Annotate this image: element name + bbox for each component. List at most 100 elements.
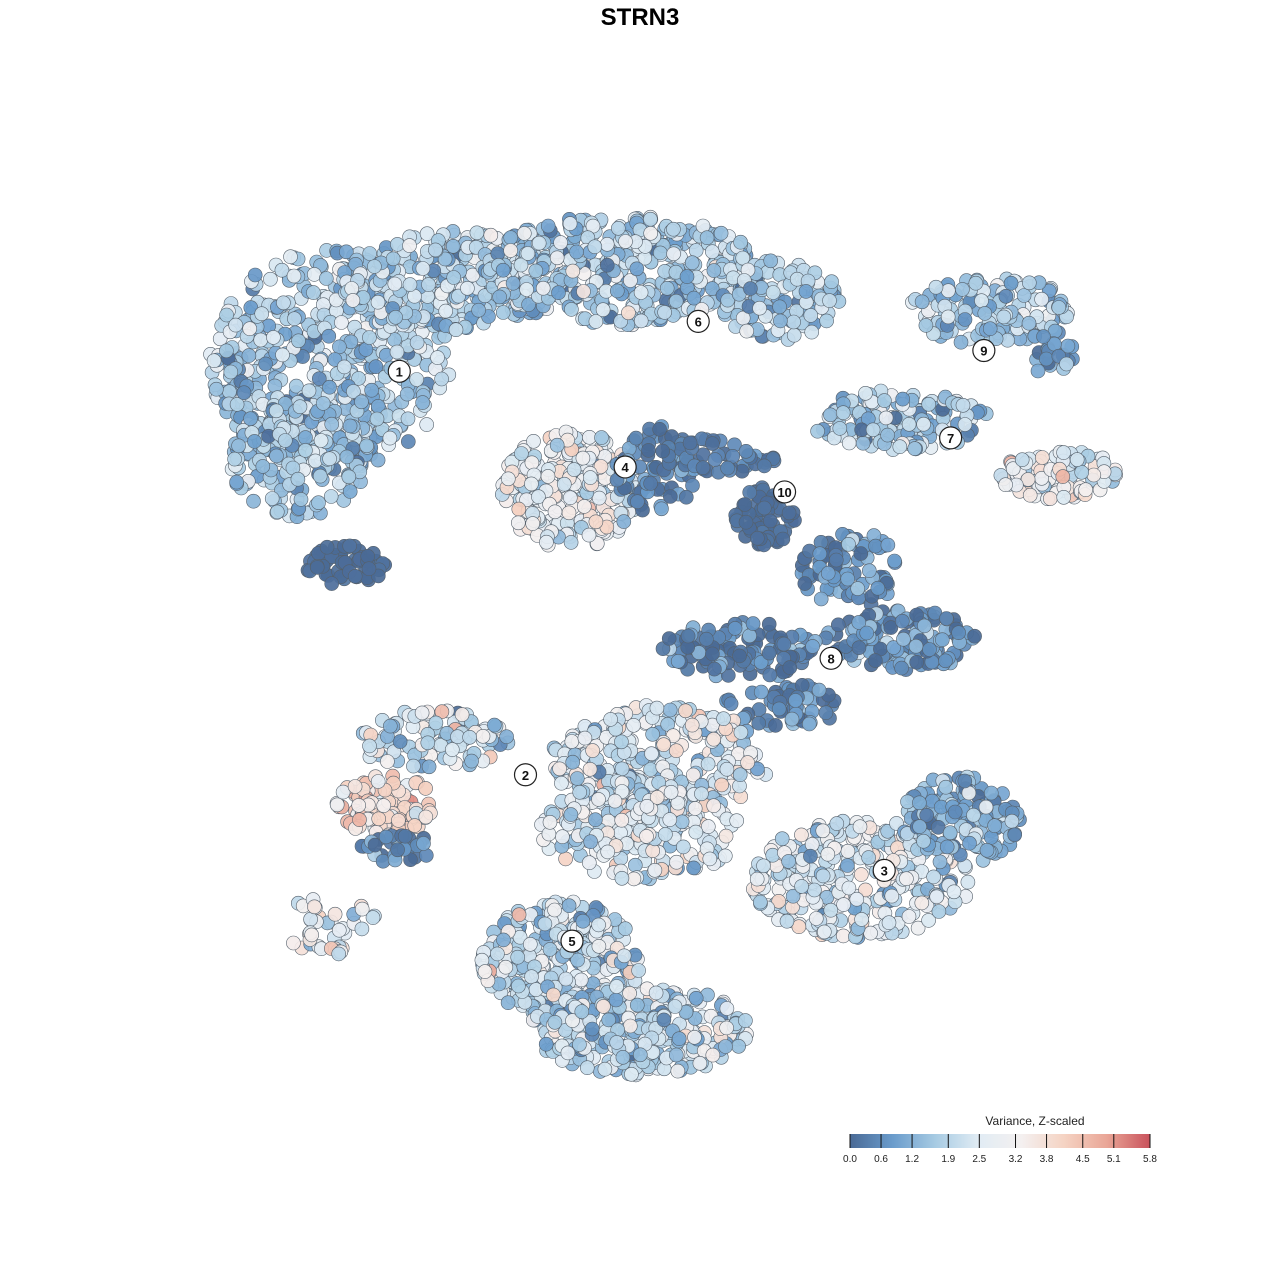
- data-point: [399, 386, 415, 402]
- data-point: [615, 1050, 631, 1065]
- data-point: [756, 458, 772, 474]
- data-point: [236, 385, 252, 401]
- data-point: [525, 516, 541, 531]
- data-point: [643, 476, 658, 491]
- data-point: [269, 448, 284, 464]
- data-point: [351, 371, 366, 386]
- data-point: [773, 313, 788, 329]
- data-point: [283, 249, 298, 265]
- data-point: [380, 754, 395, 769]
- data-point: [428, 242, 443, 258]
- data-point: [648, 985, 664, 1001]
- data-point: [572, 1037, 587, 1052]
- cluster-label-text: 6: [695, 314, 702, 329]
- data-point: [811, 682, 827, 698]
- data-point: [1035, 450, 1050, 465]
- data-point: [331, 946, 347, 962]
- data-point: [322, 379, 337, 395]
- data-point: [274, 262, 290, 278]
- data-point: [293, 492, 309, 507]
- data-point: [865, 422, 881, 438]
- data-point: [657, 305, 672, 320]
- data-point: [360, 548, 376, 564]
- data-point: [276, 295, 291, 311]
- data-point: [719, 761, 735, 777]
- data-point: [957, 312, 973, 327]
- data-point: [794, 879, 809, 894]
- cluster-label-7: 7: [939, 426, 963, 450]
- data-point: [528, 263, 544, 279]
- data-point: [909, 654, 925, 670]
- data-point: [219, 307, 234, 323]
- data-point: [540, 469, 556, 484]
- data-point: [852, 819, 868, 835]
- data-point: [287, 311, 302, 327]
- data-point: [565, 754, 581, 770]
- data-point: [246, 493, 261, 509]
- data-point: [370, 774, 386, 789]
- data-point: [469, 225, 485, 241]
- data-point: [367, 259, 382, 274]
- data-point: [629, 261, 645, 277]
- data-point: [365, 910, 381, 925]
- data-point: [772, 299, 787, 315]
- data-point: [908, 638, 924, 654]
- data-point: [419, 226, 435, 241]
- data-point: [914, 294, 930, 310]
- data-point: [258, 356, 273, 372]
- data-point: [815, 823, 831, 839]
- data-point: [547, 504, 563, 520]
- data-point: [723, 696, 739, 712]
- legend-colorbar: [850, 1134, 1150, 1148]
- data-point: [899, 871, 914, 887]
- data-point: [654, 501, 669, 517]
- data-point: [573, 972, 589, 988]
- data-point: [803, 848, 818, 864]
- data-point: [740, 755, 755, 770]
- cluster-label-4: 4: [613, 455, 637, 479]
- data-point: [714, 777, 730, 793]
- data-point: [609, 1035, 625, 1050]
- data-point: [644, 746, 659, 762]
- data-point: [1086, 467, 1102, 483]
- data-point: [688, 990, 704, 1006]
- data-point: [1022, 275, 1037, 291]
- data-point: [738, 514, 754, 530]
- data-point: [597, 1061, 613, 1077]
- data-point: [680, 628, 696, 644]
- data-point: [938, 653, 953, 669]
- data-point: [878, 410, 894, 426]
- data-point: [699, 631, 714, 647]
- data-point: [979, 842, 995, 858]
- data-point: [1021, 315, 1037, 331]
- data-point: [242, 321, 257, 337]
- data-point: [662, 489, 678, 504]
- data-point: [342, 418, 358, 434]
- data-point: [591, 792, 606, 807]
- data-point: [881, 915, 897, 931]
- data-point: [547, 1014, 563, 1030]
- data-point: [339, 449, 355, 465]
- data-point: [588, 514, 604, 530]
- data-point: [546, 987, 561, 1003]
- data-point: [614, 761, 630, 777]
- data-point: [591, 917, 606, 933]
- data-point: [699, 230, 715, 245]
- legend-tick-label: 1.9: [941, 1154, 955, 1165]
- data-point: [416, 836, 431, 851]
- data-point: [633, 313, 649, 329]
- data-point: [686, 290, 702, 306]
- data-point: [928, 279, 944, 295]
- data-point: [901, 909, 917, 924]
- data-point: [655, 443, 671, 459]
- data-point: [503, 230, 519, 245]
- data-point: [786, 327, 802, 343]
- data-point: [415, 395, 430, 410]
- data-point: [668, 293, 684, 309]
- legend-tick-label: 0.6: [874, 1154, 888, 1165]
- data-point: [733, 725, 749, 740]
- data-point: [359, 438, 375, 454]
- data-point: [519, 282, 534, 297]
- data-point: [351, 798, 367, 813]
- data-point: [854, 912, 869, 927]
